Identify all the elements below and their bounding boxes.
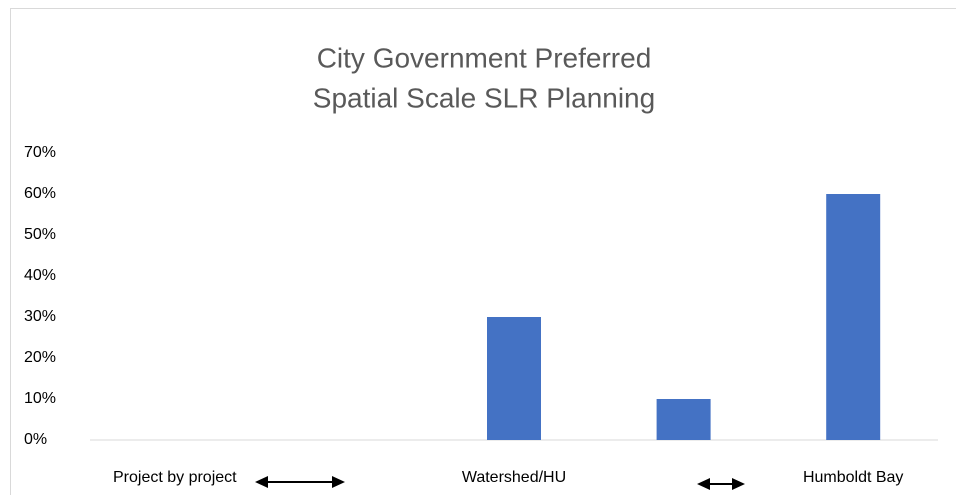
chart-title: City Government Preferred (317, 42, 652, 73)
y-tick-label: 30% (24, 308, 56, 325)
bar (656, 399, 711, 440)
y-tick-label: 50% (24, 226, 56, 243)
chart-border (10, 8, 956, 495)
x-tick-label: Watershed/HU (462, 469, 566, 486)
bar (487, 317, 541, 440)
y-tick-label: 20% (24, 349, 56, 366)
y-tick-label: 40% (24, 267, 56, 284)
arrow (255, 476, 345, 488)
y-tick-label: 70% (24, 144, 56, 161)
x-tick-label: Humboldt Bay (803, 469, 904, 486)
y-tick-label: 60% (24, 185, 56, 202)
x-tick-label: Project by project (113, 469, 237, 486)
bar (826, 194, 881, 440)
y-tick-label: 10% (24, 390, 56, 407)
y-tick-label: 0% (24, 431, 47, 448)
arrow (697, 478, 745, 490)
chart-title: Spatial Scale SLR Planning (313, 82, 655, 113)
